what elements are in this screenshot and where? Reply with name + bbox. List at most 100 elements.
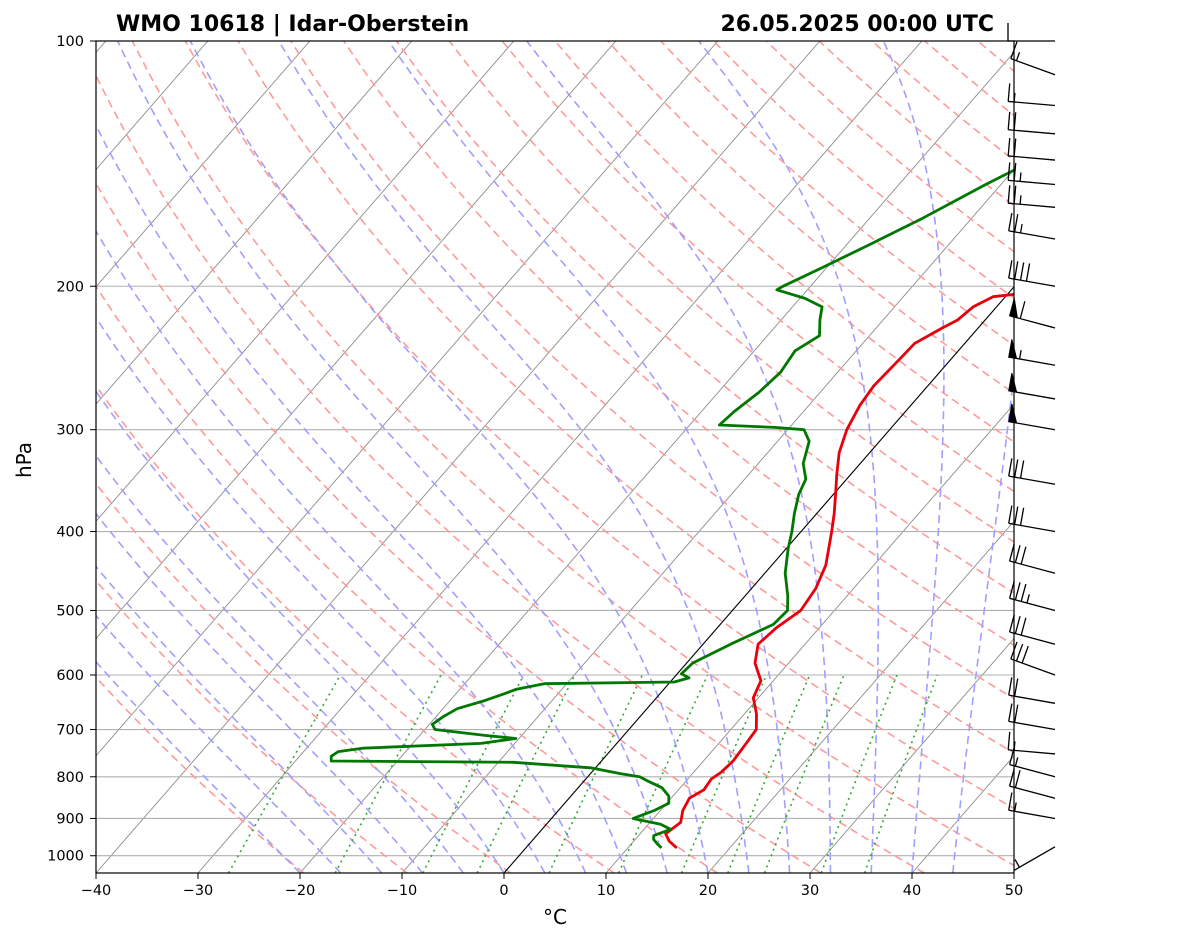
mixing-ratio-line <box>863 674 939 873</box>
wind-barb <box>1013 846 1056 871</box>
moist-adiabat <box>96 389 505 873</box>
wind-barb-full <box>1015 643 1024 662</box>
zero-isotherm <box>503 285 1014 873</box>
wind-barb-full <box>1013 459 1019 478</box>
wind-barb <box>1008 213 1056 240</box>
mixing-ratio-line <box>476 674 576 873</box>
wind-barb-staff <box>1008 202 1056 208</box>
dry-adiabat <box>554 41 1014 443</box>
moist-adiabat <box>96 454 464 873</box>
wind-barb-half <box>1013 92 1016 102</box>
isotherm-line <box>96 41 821 873</box>
mixing-ratio-line <box>680 674 768 873</box>
sounding-profiles <box>329 168 1014 849</box>
moist-adiabat <box>698 41 880 873</box>
moist-adiabat <box>189 41 709 873</box>
wind-barb-half <box>1018 349 1022 360</box>
wind-barb-half <box>1019 223 1023 234</box>
wind-barb-full <box>1014 582 1021 601</box>
wind-barb-full <box>1008 768 1015 787</box>
wind-barb <box>1008 505 1056 533</box>
wind-barb <box>1007 162 1056 186</box>
chart-title-right: 26.05.2025 00:00 UTC <box>720 12 994 37</box>
y-tick-label: 500 <box>56 603 84 619</box>
dry-adiabat <box>343 41 1014 647</box>
mixing-ratio-line <box>820 674 898 873</box>
wind-barb-full <box>1008 703 1013 722</box>
wind-barb <box>1007 23 1055 42</box>
wind-barb-staff <box>1010 658 1056 676</box>
wind-barb-half <box>1015 52 1021 61</box>
dry-adiabat <box>96 181 822 873</box>
dry-adiabat-lines <box>96 41 1014 873</box>
moist-adiabat <box>96 316 546 873</box>
wind-barb <box>1008 543 1056 574</box>
wind-barb-full <box>1010 641 1018 660</box>
y-axis: 100 200 300 400 500 600 700 800 900 1000 <box>47 34 96 865</box>
wind-barb-full <box>1008 213 1013 231</box>
wind-barb-full <box>1007 185 1011 204</box>
wind-barb-flag <box>1008 298 1018 319</box>
wind-barb-full <box>1014 545 1021 563</box>
wind-barb-full <box>1008 677 1013 696</box>
dry-adiabat <box>96 579 408 873</box>
dry-adiabat <box>501 41 1014 493</box>
x-tick-label: 30 <box>801 883 819 899</box>
wind-barb-full <box>1007 111 1011 130</box>
wind-barb <box>1008 403 1056 431</box>
y-tick-label: 900 <box>56 811 84 827</box>
wind-barb-staff <box>1008 809 1056 820</box>
wind-barb-half <box>1019 195 1022 205</box>
isotherm-line <box>605 403 1014 873</box>
isotherm-line <box>96 41 311 288</box>
wind-barb-staff <box>1009 785 1056 799</box>
wind-barb-staff <box>1008 720 1056 731</box>
y-tick-label: 800 <box>56 770 84 786</box>
wind-barb-staff <box>1008 475 1056 485</box>
mixing-ratio-lines <box>227 674 939 873</box>
wind-barb-full <box>1013 138 1017 157</box>
wind-barb-full <box>1013 506 1019 525</box>
wind-barb-full <box>1008 580 1015 599</box>
y-tick-label: 200 <box>56 279 84 295</box>
wind-barb-staff <box>1008 179 1056 186</box>
mixing-ratio-line <box>763 674 845 873</box>
wind-barb-staff <box>1009 631 1056 645</box>
moist-adiabat <box>116 41 668 873</box>
wind-barb-full <box>1020 546 1027 565</box>
wind-barb <box>1008 768 1056 799</box>
y-tick-label: 700 <box>56 723 84 739</box>
wind-barb-full <box>1019 507 1025 526</box>
wind-barb <box>1008 614 1056 645</box>
dry-adiabat <box>290 41 1014 700</box>
wind-barb-staff <box>1010 58 1056 76</box>
plot-frame <box>95 40 1015 874</box>
wind-barb-staff <box>1008 694 1056 704</box>
y-tick-label: 600 <box>56 668 84 684</box>
wind-barb-full <box>1013 162 1017 181</box>
isotherm-lines <box>96 41 1014 873</box>
wind-barb-half <box>1013 802 1017 812</box>
y-tick-label: 1000 <box>47 849 84 865</box>
x-tick-label: 10 <box>597 883 615 899</box>
wind-barb-flag <box>1008 372 1018 393</box>
wind-barb-full <box>1008 260 1013 279</box>
wind-barb <box>1010 41 1056 76</box>
wind-barb <box>1008 458 1056 485</box>
dry-adiabat <box>96 482 511 873</box>
wind-barb <box>1007 111 1056 135</box>
wind-barb-full <box>1013 185 1017 204</box>
wind-barb-full <box>1013 214 1019 233</box>
wind-barb-full <box>1007 731 1011 750</box>
isotherm-line <box>299 51 1014 873</box>
isotherm-line <box>707 520 1014 873</box>
wind-barb <box>1008 260 1056 287</box>
wind-barb-staff <box>1008 230 1056 240</box>
wind-barb <box>1008 372 1056 400</box>
y-tick-label: 100 <box>56 34 84 50</box>
wind-barb-full <box>1008 505 1013 524</box>
wind-barb-staff <box>1008 100 1056 107</box>
x-tick-label: 0 <box>499 883 508 899</box>
moist-adiabat <box>96 565 383 873</box>
wind-barb <box>1008 339 1056 366</box>
